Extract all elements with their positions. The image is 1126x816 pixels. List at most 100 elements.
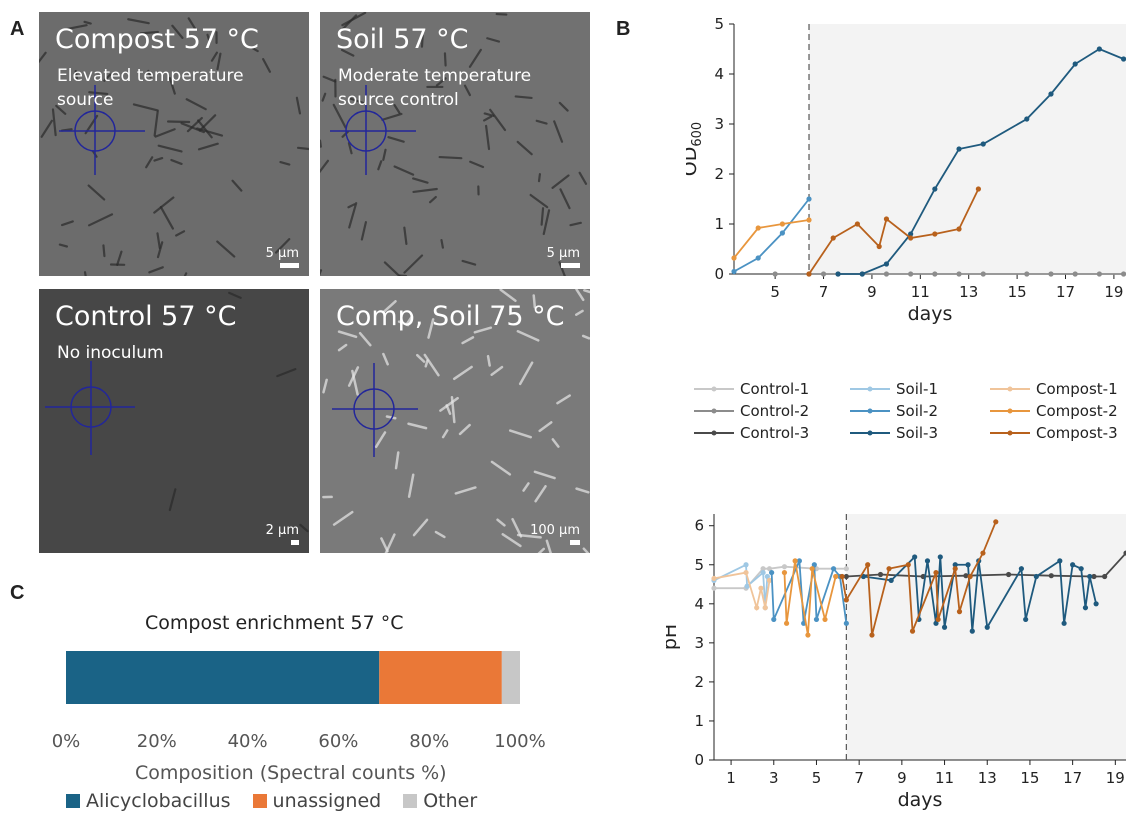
data-point [1072, 271, 1078, 277]
data-point [843, 620, 849, 626]
data-point [869, 632, 875, 638]
legend-swatch [850, 408, 890, 414]
data-point [711, 575, 717, 582]
data-point [883, 271, 890, 277]
data-point [1096, 271, 1102, 277]
data-point [932, 271, 938, 277]
legend-swatch [403, 794, 418, 808]
x-tick-label: 19 [1104, 283, 1123, 301]
x-tick-label: 9 [897, 769, 907, 787]
data-point [806, 196, 812, 202]
data-point [912, 554, 918, 560]
data-point [963, 573, 969, 579]
y-tick-label: 2 [694, 673, 704, 691]
x-tick-label: 13 [978, 769, 997, 787]
legend-label: Control-1 [740, 380, 810, 398]
data-point [771, 616, 777, 623]
data-point [956, 609, 963, 615]
legend-item-compost-1: Compost-1 [990, 380, 1118, 398]
legend-item-compost-3: Compost-3 [990, 424, 1118, 442]
data-point [905, 562, 911, 568]
data-point [805, 632, 811, 638]
data-point [764, 573, 770, 580]
data-point [984, 624, 990, 630]
legend-swatch [850, 430, 890, 436]
data-point [883, 216, 890, 222]
x-tick-label: 20% [137, 731, 177, 752]
legend-label: Soil-3 [896, 424, 938, 442]
scale-bar: 2 µm [266, 523, 299, 545]
legend-label: Other [423, 790, 478, 812]
shaded-region [846, 514, 1126, 760]
chart-legend: Control-1 Control-2 Control-3 Soil-1 Soi… [690, 380, 1126, 460]
data-point [1072, 61, 1078, 67]
data-point [809, 566, 815, 572]
data-point [806, 271, 812, 277]
y-tick-label: 3 [694, 634, 704, 652]
data-point [1102, 573, 1108, 580]
data-point [1005, 571, 1012, 578]
x-tick-label: 5 [770, 283, 780, 301]
data-point [1078, 566, 1084, 572]
data-point [854, 221, 861, 227]
micrograph-title: Soil 57 °C [336, 24, 469, 55]
data-point [956, 226, 962, 232]
series-line-soil-3 [838, 47, 1124, 275]
y-tick-label: 3 [714, 115, 724, 133]
bar-segment-other [501, 651, 520, 704]
x-tick-label: 100% [494, 731, 545, 752]
data-point [839, 573, 845, 580]
legend-label: Control-2 [740, 402, 810, 420]
micrograph-comp-soil-75: Comp, Soil 75 °C 100 µm [320, 289, 590, 553]
data-point [956, 146, 962, 152]
bar-chart-title: Compost enrichment 57 °C [145, 612, 404, 634]
x-axis-label: days [898, 789, 943, 811]
micrograph-texture [39, 17, 309, 276]
series-line-compost-2 [733, 219, 810, 259]
x-tick-label: 17 [1056, 283, 1075, 301]
bar-legend-item-unassigned: unassigned [252, 790, 381, 812]
legend-swatch [850, 386, 890, 392]
data-point [909, 628, 916, 634]
data-point [967, 573, 973, 580]
legend-swatch [66, 794, 80, 808]
data-point [980, 550, 986, 556]
legend-label: Compost-2 [1036, 402, 1118, 420]
data-point [1093, 601, 1099, 607]
legend-swatch [694, 408, 734, 414]
od600-chart: 0 1 2 3 4 5 5 7 9 11 13 15 17 19 days OD600 [686, 15, 1126, 325]
data-point [1096, 46, 1102, 52]
data-point [760, 569, 766, 576]
data-point [969, 628, 975, 634]
series-line-soil-2 [733, 198, 810, 273]
micrograph-texture [320, 12, 588, 276]
legend-label: Compost-3 [1036, 424, 1118, 442]
scale-bar-label: 2 µm [265, 523, 299, 538]
legend-item-compost-2: Compost-2 [990, 402, 1118, 420]
legend-swatch [990, 408, 1030, 414]
data-point [908, 231, 914, 237]
scale-bar-label: 5 µm [265, 246, 299, 261]
data-point [820, 271, 827, 277]
legend-swatch [252, 794, 267, 808]
panel-label-b: B [616, 18, 631, 40]
data-point [772, 271, 778, 277]
x-tick-label: 7 [854, 769, 864, 787]
data-point [933, 569, 939, 576]
data-point [975, 186, 981, 192]
data-point [762, 605, 768, 611]
data-point [754, 605, 760, 611]
micrograph-subtitle: Elevated temperature source [57, 66, 244, 110]
y-axis-label: pH [666, 624, 681, 650]
data-point [1091, 573, 1097, 580]
data-point [932, 186, 938, 192]
legend-label: Soil-2 [896, 402, 938, 420]
legend-swatch [990, 430, 1030, 436]
data-point [1123, 550, 1126, 556]
crosshair-icon [45, 361, 135, 455]
y-tick-label: 1 [714, 215, 724, 233]
data-point [783, 620, 790, 626]
data-point [1018, 566, 1024, 572]
data-point [1120, 271, 1126, 277]
